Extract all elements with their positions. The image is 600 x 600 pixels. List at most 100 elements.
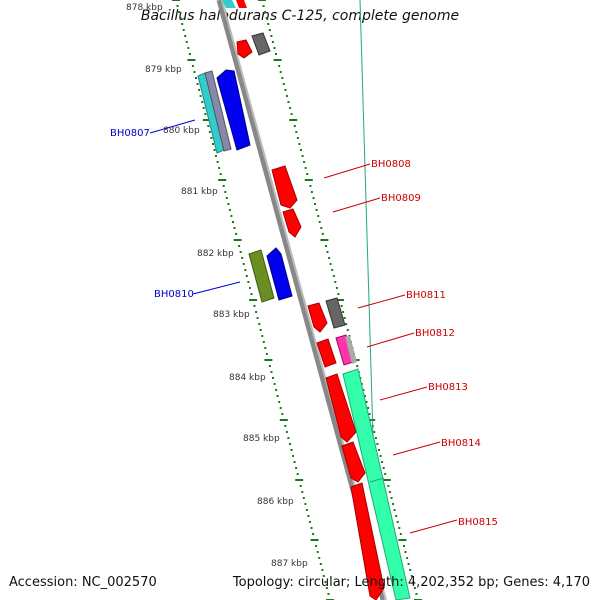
gene-label-bh0814[interactable]: BH0814 [441, 438, 481, 449]
track-dot [332, 275, 335, 277]
track-dot [404, 551, 407, 553]
track-dot [295, 467, 298, 469]
gene-callouts: BH0807 BH0808 BH0809 BH0810 BH0811 BH081… [110, 119, 498, 534]
gene-bh0813[interactable] [325, 373, 357, 443]
track-dot [264, 347, 267, 349]
gene-bh0815[interactable] [350, 482, 385, 600]
track-dot [202, 107, 205, 109]
track-dot [318, 557, 321, 559]
track-dot [239, 251, 242, 253]
gene-bh0807[interactable] [216, 69, 251, 151]
gene-green-long[interactable] [342, 368, 411, 600]
track-dot [321, 233, 324, 235]
gene-label-bh0810[interactable]: BH0810 [154, 289, 194, 300]
track-dot [228, 209, 231, 211]
track-dot [219, 173, 222, 175]
track-dot [262, 341, 265, 343]
track-major-tick [249, 299, 257, 301]
track-dot [406, 557, 409, 559]
kbp-label: 879 kbp [145, 65, 182, 75]
track-dot [268, 365, 271, 367]
kbp-label: 884 kbp [229, 373, 266, 383]
track-dot [342, 311, 345, 313]
gene-label-bh0815[interactable]: BH0815 [458, 517, 498, 528]
gene-bh0812-grey[interactable] [345, 336, 357, 364]
track-dot [364, 395, 366, 397]
track-major-tick [258, 0, 266, 1]
track-dot [328, 257, 331, 259]
gene-label-bh0809[interactable]: BH0809 [381, 193, 421, 204]
track-dot [337, 293, 340, 295]
track-dot [267, 23, 270, 25]
kbp-label: 882 kbp [197, 249, 234, 259]
track-dot [213, 149, 216, 151]
topology-summary: Topology: circular; Length: 4,202,352 bp… [232, 575, 590, 590]
gene-bh0809[interactable] [282, 208, 302, 238]
track-major-tick [202, 119, 211, 121]
track-dot [373, 431, 376, 433]
track-dot [227, 203, 230, 205]
gene-bh0814[interactable] [341, 441, 366, 483]
gene-bh0811[interactable] [307, 302, 328, 333]
track-dot [396, 521, 399, 523]
gene-bh0810-olive[interactable] [248, 249, 275, 303]
track-dot [250, 293, 253, 295]
track-dot [326, 251, 329, 253]
track-dot [272, 377, 274, 379]
gene-label-bh0808[interactable]: BH0808 [371, 159, 411, 170]
gene-bh0811-grey[interactable] [325, 297, 346, 329]
gene-bh0806b[interactable] [251, 32, 271, 56]
gene-top-cyan[interactable] [222, 0, 236, 8]
track-dot [287, 437, 290, 439]
track-dot [281, 77, 284, 79]
gene-label-bh0812[interactable]: BH0812 [415, 328, 455, 339]
callout-line-bh0807 [149, 119, 196, 134]
track-dot [307, 515, 310, 517]
track-dot [230, 215, 233, 217]
track-dot [407, 563, 410, 565]
track-major-tick [289, 119, 298, 121]
track-dot [179, 17, 182, 19]
track-dot [300, 149, 302, 151]
track-dot [241, 257, 244, 259]
gene-bh0806a[interactable] [236, 39, 253, 59]
track-dot [393, 509, 396, 511]
track-dot [281, 413, 284, 415]
gene-label-bh0807[interactable]: BH0807 [110, 128, 150, 139]
track-dot [410, 575, 413, 577]
track-dot [198, 89, 201, 91]
gene-label-bh0811[interactable]: BH0811 [406, 290, 446, 301]
gene-bh0807-grey[interactable] [204, 70, 232, 152]
track-dot [273, 47, 276, 49]
track-dot [367, 407, 370, 409]
track-dot [346, 329, 349, 331]
gene-bh0812[interactable] [316, 338, 337, 368]
track-dot [415, 593, 418, 595]
track-dot [184, 35, 187, 37]
track-dot [312, 533, 315, 535]
track-dot [374, 437, 377, 439]
track-dot [302, 497, 305, 499]
track-dot [256, 317, 259, 319]
track-dot [327, 593, 330, 595]
track-dot [295, 131, 298, 133]
gene-bh0810[interactable] [266, 247, 293, 301]
kbp-label: 883 kbp [213, 310, 250, 320]
track-dot [334, 281, 337, 283]
track-dot [225, 197, 228, 199]
track-dot [245, 275, 248, 277]
callout-line-bh0812 [366, 332, 415, 348]
gene-bh0808[interactable] [271, 165, 298, 209]
track-dot [301, 155, 304, 157]
track-dot [403, 545, 405, 547]
callout-line-bh0809 [332, 197, 381, 213]
track-dot [310, 527, 313, 529]
track-dot [322, 575, 325, 577]
track-dot [340, 305, 343, 307]
track-dot [258, 323, 261, 325]
callout-line-bh0814 [392, 441, 441, 456]
track-dot [325, 245, 327, 247]
gene-label-bh0813[interactable]: BH0813 [428, 382, 468, 393]
gene-top-red[interactable] [236, 0, 247, 8]
track-dot [384, 473, 387, 475]
